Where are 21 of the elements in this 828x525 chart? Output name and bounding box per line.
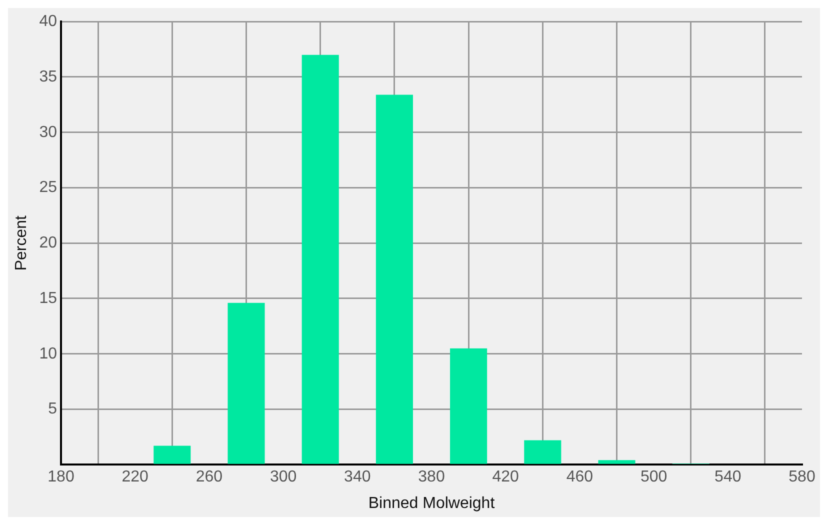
x-tick-label: 420 xyxy=(492,468,520,486)
x-tick-label: 460 xyxy=(566,468,594,486)
x-tick-label: 340 xyxy=(344,468,371,486)
y-tick-label: 15 xyxy=(39,290,58,307)
y-axis-title: Percent xyxy=(13,214,30,271)
y-tick-label: 30 xyxy=(39,124,58,141)
x-tick-label: 220 xyxy=(122,468,149,486)
y-tick-label: 25 xyxy=(39,179,58,196)
x-tick-label: 580 xyxy=(788,468,816,486)
x-tick-label: 180 xyxy=(48,468,74,486)
x-axis-title: Binned Molweight xyxy=(368,494,496,512)
x-tick-label: 300 xyxy=(270,468,297,486)
x-tick-label: 260 xyxy=(196,468,223,486)
y-tick-label: 40 xyxy=(39,13,58,30)
y-tick-label: 35 xyxy=(39,68,58,86)
y-tick-label: 10 xyxy=(39,345,58,362)
y-tick-label: 20 xyxy=(39,234,58,252)
x-tick-label: 500 xyxy=(640,468,668,486)
x-tick-label: 380 xyxy=(418,468,445,486)
x-tick-label: 540 xyxy=(714,468,742,486)
y-tick-label: 5 xyxy=(48,400,58,418)
